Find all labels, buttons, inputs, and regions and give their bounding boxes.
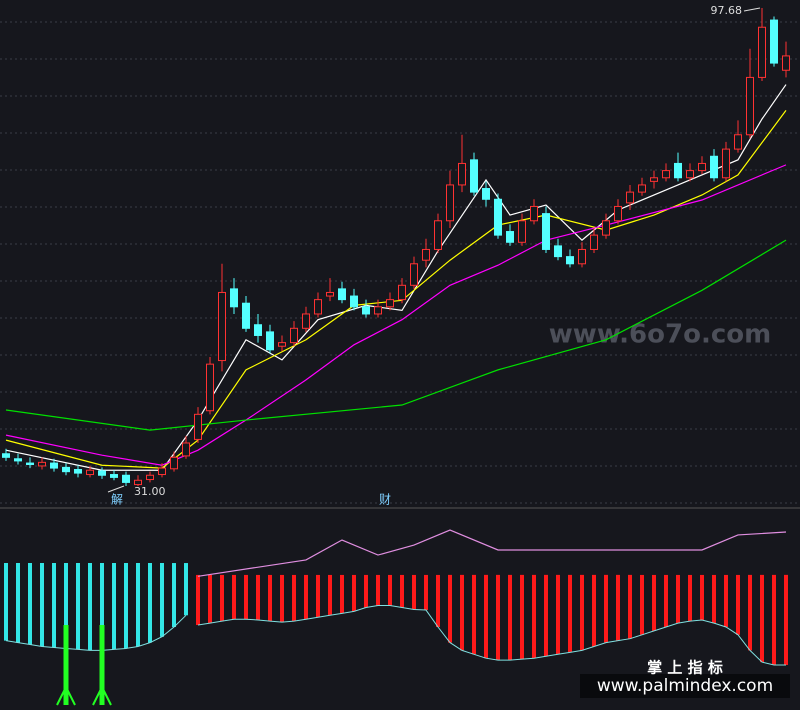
candle-body — [290, 327, 298, 344]
candle-body — [278, 342, 286, 347]
candle-body — [674, 162, 682, 179]
candle-body — [746, 76, 754, 136]
candle-body — [38, 461, 46, 467]
candle-body — [86, 469, 94, 476]
candle-body — [542, 213, 550, 250]
candle-body — [170, 456, 178, 470]
candle-body — [626, 191, 634, 204]
candle-body — [734, 134, 742, 150]
candle-body — [446, 184, 454, 222]
candle-body — [326, 291, 334, 297]
histogram-outline — [197, 605, 786, 666]
candle-body — [662, 170, 670, 179]
annotation-label: 31.00 — [134, 485, 166, 498]
moving-average — [5, 239, 787, 431]
candle-body — [314, 299, 322, 315]
candle-body — [482, 188, 490, 200]
candle-body — [122, 474, 130, 483]
event-marker: 解 — [111, 493, 123, 507]
event-marker: 财 — [379, 493, 391, 507]
candle-body — [242, 302, 250, 329]
candle-body — [338, 288, 346, 301]
candle-body — [26, 462, 34, 465]
candle-body — [686, 170, 694, 179]
candle-body — [458, 162, 466, 186]
candle-body — [350, 295, 358, 308]
candle-body — [758, 26, 766, 78]
indicator-line — [197, 529, 787, 577]
candle-body — [134, 479, 142, 486]
candle-body — [602, 220, 610, 236]
candle-body — [2, 453, 10, 458]
candle-body — [566, 256, 574, 265]
candle-body — [218, 291, 226, 362]
candle-body — [362, 306, 370, 315]
candle-body — [98, 470, 106, 476]
candle-body — [698, 162, 706, 172]
candle-body — [590, 234, 598, 250]
candle-body — [158, 467, 166, 476]
candle-body — [638, 184, 646, 193]
candle-body — [146, 474, 154, 481]
candle-body — [506, 231, 514, 243]
candle-body — [494, 198, 502, 236]
candle-body — [14, 458, 22, 462]
annotation-label: 97.68 — [711, 4, 743, 17]
candle-body — [710, 155, 718, 179]
grid — [0, 21, 800, 504]
annotation-arrow — [107, 485, 125, 493]
candle-body — [374, 306, 382, 315]
candle-body — [518, 220, 526, 243]
candle-body — [386, 299, 394, 308]
candle-body — [434, 220, 442, 250]
watermark-box — [580, 674, 790, 698]
histogram-outline — [5, 614, 187, 651]
annotation-arrow — [743, 7, 761, 12]
candle-body — [62, 466, 70, 473]
watermark: 掌 上 指 标 — [647, 659, 723, 677]
candle-body — [74, 469, 82, 474]
signal-foot — [56, 684, 76, 706]
candle-body — [578, 248, 586, 265]
candle-body — [722, 148, 730, 179]
candle-body — [782, 55, 790, 71]
watermark: www.6o7o.com — [549, 320, 771, 350]
signal-foot — [92, 684, 112, 706]
candle-body — [770, 19, 778, 64]
candle-body — [230, 288, 238, 308]
candle-body — [650, 177, 658, 182]
moving-average — [5, 164, 787, 466]
candle-body — [422, 248, 430, 261]
candle-body — [614, 205, 622, 222]
candle-body — [110, 474, 118, 478]
candle-body — [398, 284, 406, 301]
candle-body — [410, 263, 418, 286]
candle-body — [50, 462, 58, 469]
candle-body — [302, 313, 310, 329]
moving-average — [5, 110, 787, 469]
candle-body — [206, 363, 214, 412]
candle-body — [182, 442, 190, 457]
candle-body — [254, 324, 262, 336]
watermark: www.palmindex.com — [597, 676, 773, 696]
candle-body — [530, 205, 538, 222]
candle-body — [554, 245, 562, 258]
candle-body — [194, 413, 202, 440]
candle-body — [266, 331, 274, 351]
candle-body — [470, 159, 478, 193]
